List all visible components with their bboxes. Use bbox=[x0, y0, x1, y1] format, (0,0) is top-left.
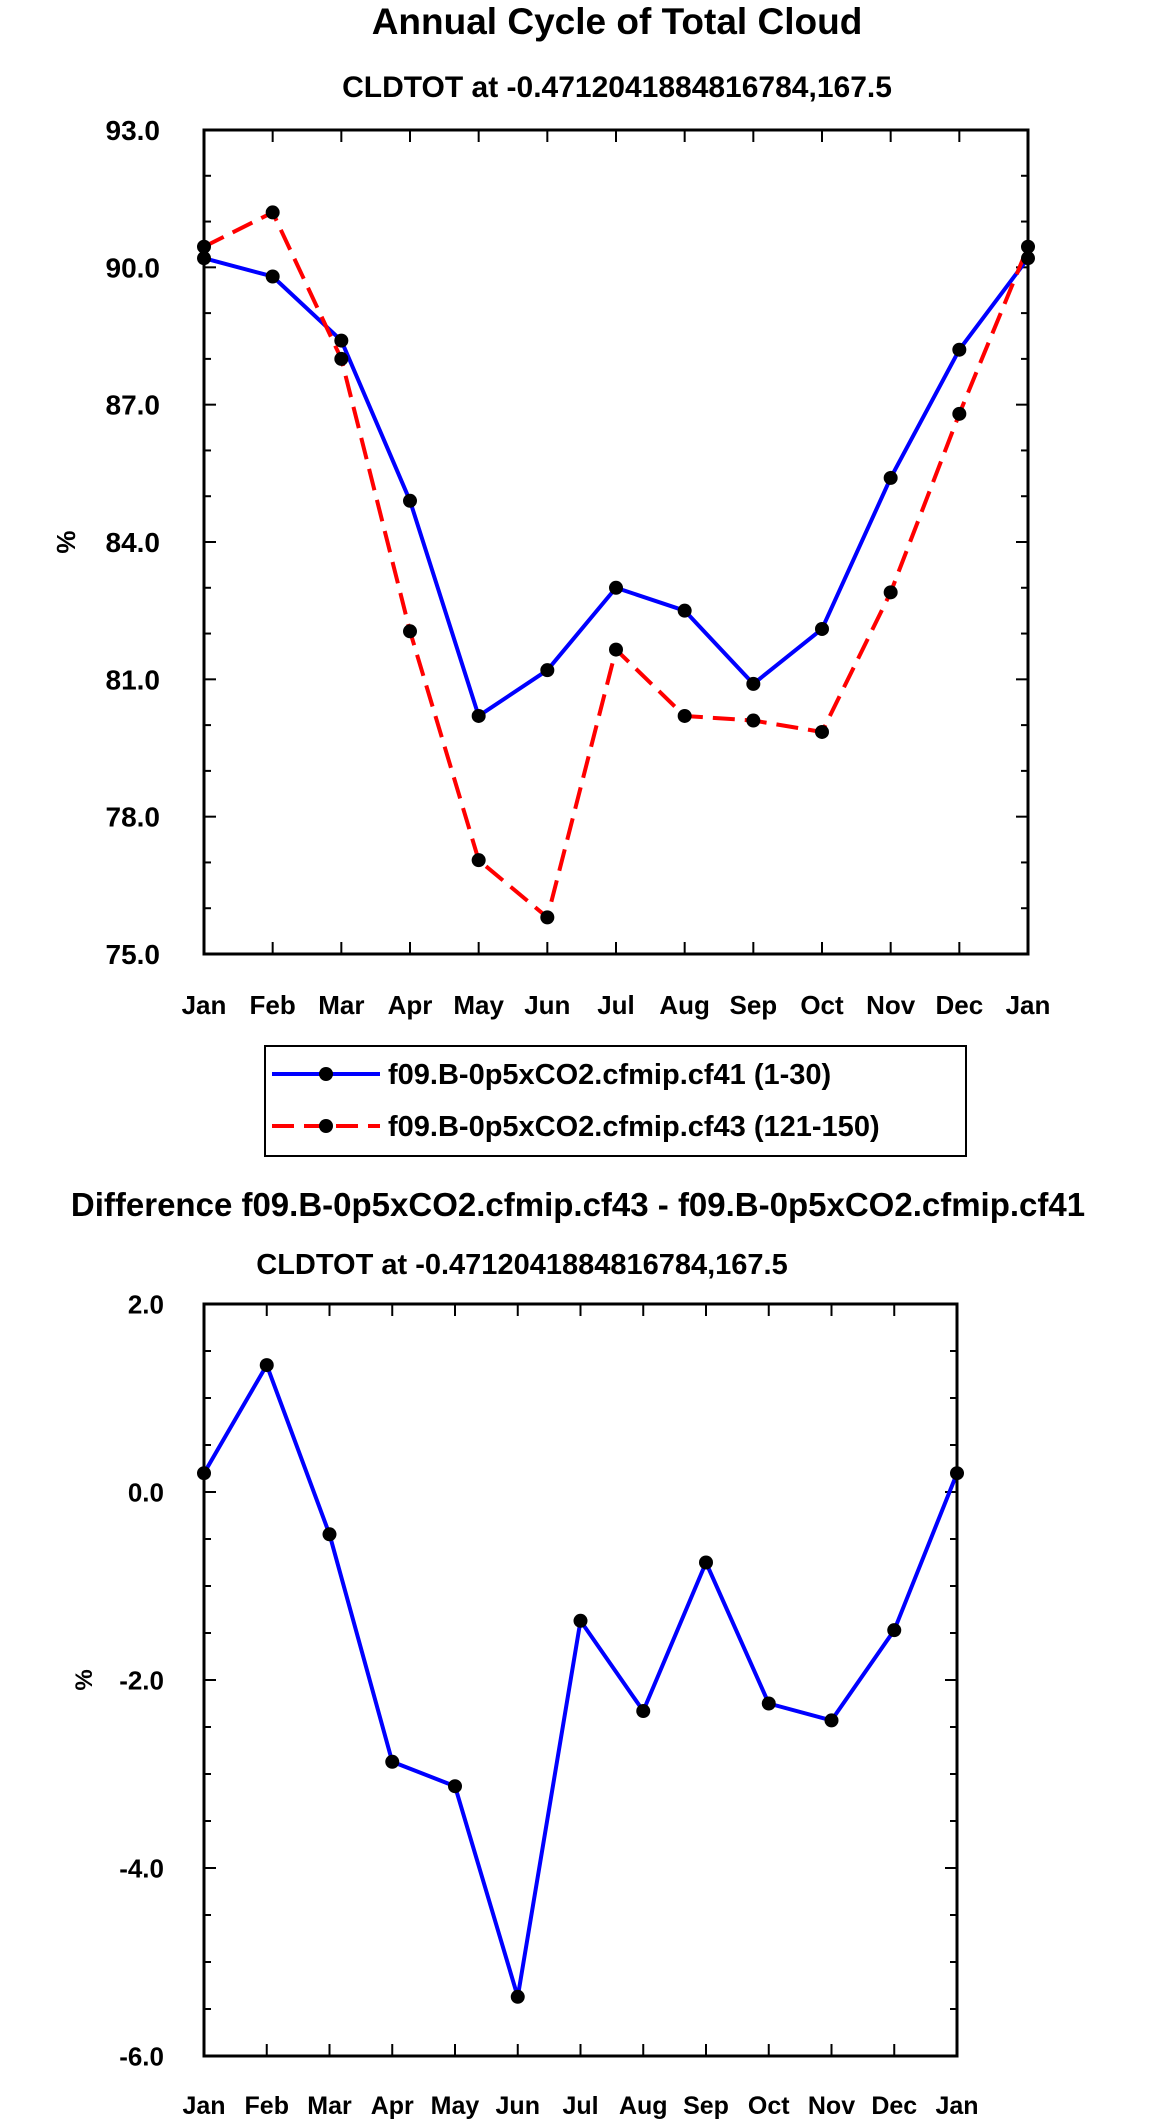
c1-series-2-point bbox=[540, 910, 555, 925]
c2-xtick-label: May bbox=[431, 2092, 480, 2120]
chart1-title: Annual Cycle of Total Cloud bbox=[372, 1, 863, 42]
c1-xtick-label: Sep bbox=[729, 990, 777, 1020]
c1-ytick-label: 78.0 bbox=[106, 802, 161, 833]
c1-ytick-label: 87.0 bbox=[106, 390, 161, 421]
c1-series-2-point bbox=[334, 351, 349, 366]
c1-xtick-label: Jan bbox=[182, 990, 227, 1020]
c1-series-2-point bbox=[746, 713, 761, 728]
legend-marker-series2 bbox=[319, 1119, 333, 1133]
c1-series-1-point bbox=[609, 580, 623, 595]
legend-label-series2: f09.B-0p5xCO2.cfmip.cf43 (121-150) bbox=[388, 1111, 880, 1143]
c1-xtick-label: Jul bbox=[597, 990, 635, 1020]
c2-series-1-point bbox=[824, 1713, 839, 1728]
c1-series-1-point bbox=[746, 676, 761, 691]
c2-xtick-label: Feb bbox=[245, 2092, 289, 2120]
c1-ytick-label: 81.0 bbox=[106, 664, 161, 695]
chart1-plot-frame bbox=[202, 128, 1030, 956]
chart1-subtitle: CLDTOT at -0.4712041884816784,167.5 bbox=[342, 71, 892, 104]
c1-xtick-label: Dec bbox=[935, 990, 983, 1020]
c1-series-2-point bbox=[609, 642, 623, 657]
c1-series-1-point bbox=[952, 342, 967, 357]
c1-series-2-point bbox=[677, 708, 692, 723]
c1-ytick-label: 90.0 bbox=[106, 252, 161, 283]
legend-box bbox=[264, 1045, 967, 1157]
c2-ytick-label: -4.0 bbox=[119, 1853, 164, 1883]
c2-ytick-label: 0.0 bbox=[128, 1477, 164, 1507]
c2-xtick-label: Aug bbox=[619, 2092, 668, 2120]
c1-xtick-label: Jun bbox=[524, 990, 570, 1020]
c2-xtick-label: Nov bbox=[808, 2092, 855, 2120]
c1-series-1-point bbox=[815, 621, 829, 636]
c2-series-1-point bbox=[510, 1989, 525, 2004]
c1-xtick-label: Aug bbox=[659, 990, 710, 1020]
c2-xtick-label: Jun bbox=[496, 2092, 540, 2120]
c1-series-2-point bbox=[815, 724, 829, 739]
c1-series-2-point bbox=[403, 624, 417, 639]
c2-xtick-label: Jan bbox=[182, 2092, 225, 2120]
c1-series-2-point bbox=[952, 406, 967, 421]
annual-cycle-chart: Annual Cycle of Total Cloud CLDTOT at -0… bbox=[51, 1, 1051, 1157]
c1-xtick-label: May bbox=[453, 990, 504, 1020]
chart1-legend: f09.B-0p5xCO2.cfmip.cf41 (1-30) f09.B-0p… bbox=[264, 1045, 967, 1157]
c1-series-2-point bbox=[471, 853, 486, 868]
c2-series-1-point bbox=[887, 1623, 902, 1638]
legend-marker-series1 bbox=[319, 1067, 333, 1081]
c2-xtick-label: Apr bbox=[371, 2092, 414, 2120]
difference-chart: Difference f09.B-0p5xCO2.cfmip.cf43 - f0… bbox=[71, 1186, 1085, 2120]
c2-xtick-label: Mar bbox=[307, 2092, 352, 2120]
c1-xtick-label: Nov bbox=[866, 990, 916, 1020]
c2-series-1-point bbox=[573, 1613, 588, 1628]
c1-xtick-label: Oct bbox=[800, 990, 844, 1020]
c1-series-2-point bbox=[883, 585, 898, 600]
c2-series-1-point bbox=[761, 1696, 776, 1711]
chart2-ylabel: % bbox=[71, 1669, 98, 1690]
c1-series-1-point bbox=[883, 470, 898, 485]
c2-series-line-1 bbox=[202, 1363, 959, 1999]
c2-ytick-label: 2.0 bbox=[128, 1289, 164, 1319]
c1-series-1-point bbox=[677, 603, 692, 618]
c1-series-1-point bbox=[334, 333, 349, 348]
c2-xtick-label: Jul bbox=[562, 2092, 598, 2120]
c1-xtick-label: Apr bbox=[388, 990, 433, 1020]
c2-series-1-point bbox=[636, 1704, 651, 1719]
c2-series-1-point bbox=[448, 1779, 462, 1794]
chart2-subtitle: CLDTOT at -0.4712041884816784,167.5 bbox=[256, 1249, 788, 1281]
c2-ytick-label: -2.0 bbox=[119, 1665, 164, 1695]
c2-xtick-label: Dec bbox=[871, 2092, 917, 2120]
c1-series-1-point bbox=[471, 708, 486, 723]
c1-series-1-point bbox=[265, 269, 280, 284]
legend-label-series1: f09.B-0p5xCO2.cfmip.cf41 (1-30) bbox=[388, 1059, 831, 1091]
chart2-title: Difference f09.B-0p5xCO2.cfmip.cf43 - f0… bbox=[71, 1186, 1085, 1223]
c1-ytick-label: 84.0 bbox=[106, 527, 161, 558]
c2-series-1-point bbox=[259, 1358, 274, 1373]
c1-xtick-label: Feb bbox=[250, 990, 296, 1020]
c2-ytick-label: -6.0 bbox=[119, 2041, 164, 2071]
c2-series-1-point bbox=[385, 1754, 400, 1769]
c2-xtick-label: Jan bbox=[935, 2092, 978, 2120]
c1-xtick-label: Jan bbox=[1006, 990, 1051, 1020]
c2-series-1-point bbox=[699, 1555, 713, 1570]
chart2-plot-frame bbox=[202, 1302, 959, 2058]
c2-xtick-label: Oct bbox=[748, 2092, 790, 2120]
c1-series-1-point bbox=[540, 663, 555, 678]
c1-ytick-label: 75.0 bbox=[106, 939, 161, 970]
c2-series-1-point bbox=[322, 1527, 337, 1542]
c1-series-2-point bbox=[265, 205, 280, 220]
c2-xtick-label: Sep bbox=[683, 2092, 729, 2120]
c1-ytick-label: 93.0 bbox=[106, 115, 161, 146]
c1-xtick-label: Mar bbox=[318, 990, 364, 1020]
c1-series-line-2 bbox=[203, 210, 1030, 920]
chart1-ylabel: % bbox=[51, 530, 81, 553]
c1-series-1-point bbox=[403, 493, 417, 508]
